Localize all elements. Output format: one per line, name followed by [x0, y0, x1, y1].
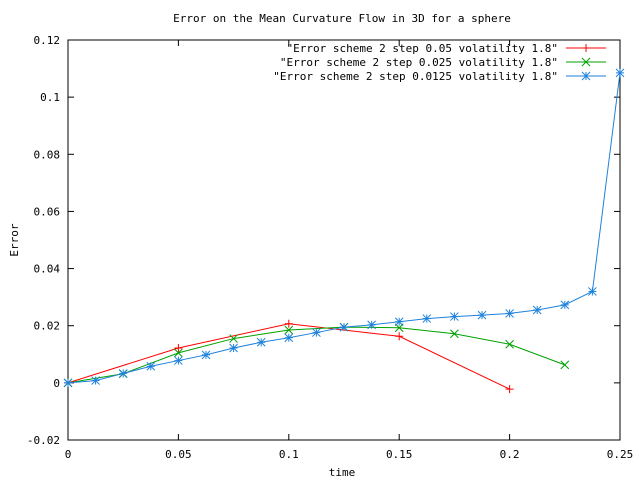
y-tick-label: 0.02: [34, 320, 61, 333]
legend-label: "Error scheme 2 step 0.05 volatility 1.8…: [286, 42, 558, 55]
data-point: [560, 360, 570, 370]
data-point: [367, 320, 376, 330]
data-point: [450, 329, 459, 339]
data-point: [229, 343, 238, 353]
y-tick-label: 0: [53, 377, 60, 390]
data-point: [118, 369, 128, 378]
series-line: [67, 72, 621, 384]
y-tick-label: 0.08: [34, 148, 61, 161]
legend-entry-1: "Error scheme 2 step 0.05 volatility 1.8…: [286, 42, 606, 55]
data-point: [256, 337, 266, 347]
data-point: [505, 385, 514, 394]
y-tick-label: 0.06: [34, 205, 61, 218]
data-point: [229, 334, 238, 343]
series-3: [63, 68, 625, 388]
x-tick-label: 0.05: [165, 448, 192, 461]
data-point: [477, 310, 487, 320]
data-point: [588, 287, 597, 296]
y-axis-label: Error: [8, 223, 21, 256]
x-tick-label: 0.25: [607, 448, 634, 461]
legend-label: "Error scheme 2 step 0.025 volatility 1.…: [280, 56, 558, 69]
data-point: [284, 333, 294, 343]
data-point: [394, 317, 404, 327]
data-point: [615, 68, 625, 78]
data-point: [582, 44, 590, 52]
chart-title: Error on the Mean Curvature Flow in 3D f…: [173, 12, 511, 25]
data-point: [581, 71, 591, 81]
data-point: [174, 344, 183, 352]
plot-area: [63, 68, 625, 394]
x-tick-label: 0.1: [279, 448, 299, 461]
y-tick-label: 0.12: [34, 34, 61, 47]
data-point: [505, 309, 514, 318]
data-point: [312, 328, 321, 337]
legend-entry-3: "Error scheme 2 step 0.0125 volatility 1…: [273, 70, 606, 83]
data-point: [174, 348, 183, 358]
data-point: [422, 314, 432, 323]
data-point: [284, 319, 293, 328]
series-1: [64, 319, 514, 394]
y-tick-label: -0.02: [27, 434, 60, 447]
x-tick-label: 0.2: [500, 448, 520, 461]
data-point: [505, 339, 514, 349]
legend: "Error scheme 2 step 0.05 volatility 1.8…: [273, 42, 606, 83]
y-tick-label: 0.04: [34, 263, 61, 276]
data-point: [560, 300, 570, 310]
data-point: [339, 322, 349, 332]
data-point: [91, 376, 100, 385]
data-point: [63, 378, 73, 388]
data-point: [532, 305, 542, 315]
y-tick-label: 0.1: [40, 91, 60, 104]
data-point: [201, 350, 211, 360]
x-axis-label: time: [329, 466, 356, 479]
plot-frame: [67, 39, 621, 441]
axes: 0 0.05 0.1 0.15 0.2 0.25 -0.02 0 0.02 0.04 0.06 0.0…: [27, 34, 633, 461]
data-point: [395, 332, 404, 341]
legend-entry-2: "Error scheme 2 step 0.025 volatility 1.…: [280, 56, 606, 69]
data-point: [581, 57, 591, 67]
series-line: [67, 323, 510, 390]
data-point: [450, 312, 459, 321]
data-point: [146, 361, 156, 371]
data-point: [174, 356, 183, 365]
legend-label: "Error scheme 2 step 0.0125 volatility 1…: [273, 70, 558, 83]
x-tick-label: 0.15: [386, 448, 413, 461]
x-tick-label: 0: [65, 448, 72, 461]
data-point: [284, 325, 294, 335]
